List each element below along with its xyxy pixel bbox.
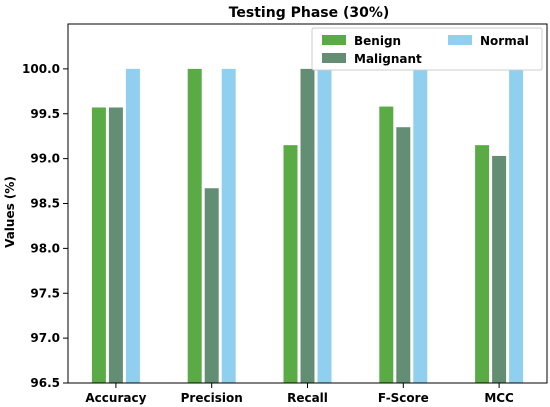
bar-benign-precision [187,68,202,383]
x-tick-label: F-Score [378,391,429,405]
bar-benign-f-score [379,106,394,383]
bars-group [91,68,524,384]
bar-malignant-f-score [396,127,411,384]
legend: Benign Malignant Normal [311,27,543,71]
legend-box [311,27,543,71]
y-tick-label: 98.0 [30,241,60,255]
legend-swatch-normal [448,35,472,45]
bar-normal-precision [221,68,236,383]
legend-label-normal: Normal [480,34,529,48]
bar-benign-mcc [475,145,490,383]
bar-malignant-recall [300,68,315,383]
y-tick-label: 97.0 [30,331,60,345]
x-tick-label: Recall [287,391,328,405]
x-tick-label: Precision [181,391,243,405]
y-tick-label: 97.5 [30,286,60,300]
legend-swatch-malignant [322,53,346,63]
legend-label-malignant: Malignant [354,52,422,66]
bar-benign-accuracy [91,107,106,383]
y-tick-label: 100.0 [22,62,60,76]
x-tick-label: Accuracy [85,391,146,405]
y-tick-label: 96.5 [30,376,60,390]
x-tick-label: MCC [484,391,514,405]
y-tick-label: 98.5 [30,197,60,211]
y-tick-label: 99.5 [30,107,60,121]
y-tick-label: 99.0 [30,152,60,166]
x-axis-ticks: Accuracy Precision Recall F-Score MCC [85,383,514,405]
y-axis-ticks: 96.5 97.0 97.5 98.0 98.5 99.0 99.5 100.0 [22,62,68,390]
bar-malignant-precision [204,188,219,383]
bar-normal-mcc [509,68,524,383]
legend-swatch-benign [322,35,346,45]
y-axis-title: Values (%) [3,176,17,248]
bar-malignant-accuracy [108,107,123,383]
bar-benign-recall [283,145,298,383]
legend-label-benign: Benign [354,34,401,48]
bar-normal-f-score [413,68,428,383]
chart-title: Testing Phase (30%) [229,5,390,21]
plot-area-frame [67,23,548,384]
bar-normal-accuracy [125,68,140,383]
bar-malignant-mcc [492,155,507,383]
bar-normal-recall [317,68,332,383]
